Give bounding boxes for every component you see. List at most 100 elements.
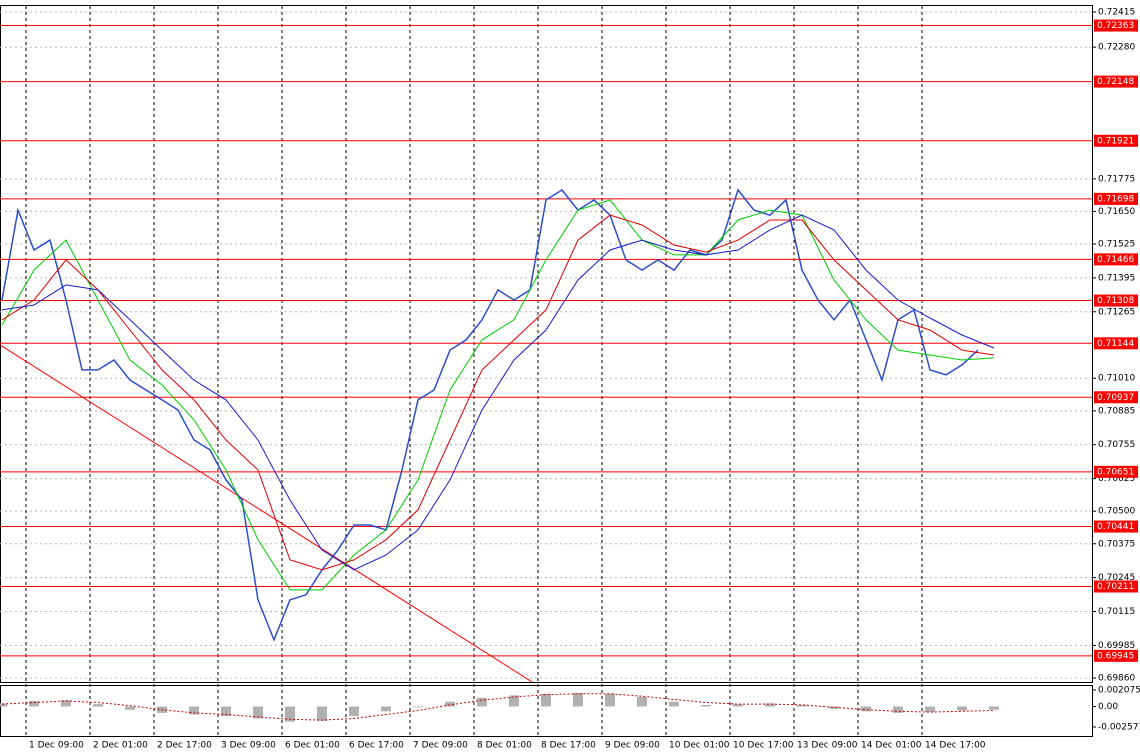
x-tick-label: 2 Dec 17:00 [157, 741, 212, 751]
level-label: 0.70651 [1097, 467, 1134, 477]
level-label-box [1094, 649, 1138, 662]
oscillator-bar [669, 701, 679, 707]
oscillator-bar [349, 706, 359, 717]
level-label: 0.70211 [1097, 582, 1134, 592]
oscillator-bar [701, 704, 711, 707]
oscillator-bar [509, 695, 519, 707]
oscillator-bar [573, 692, 583, 707]
x-tick-label: 10 Dec 01:00 [669, 741, 730, 751]
y-tick-label: 0.72280 [1098, 43, 1135, 53]
y-tick-label: 0.70115 [1098, 607, 1135, 617]
oscillator-bar [125, 706, 135, 710]
signal-line [1, 693, 995, 721]
oscillator-bar [765, 703, 775, 707]
x-tick-label: 6 Dec 01:00 [285, 741, 340, 751]
x-tick-label: 8 Dec 17:00 [541, 741, 596, 751]
oscillator-bar [925, 706, 935, 713]
x-tick-label: 14 Dec 17:00 [925, 741, 986, 751]
oscillator-bar [605, 693, 615, 707]
x-tick-label: 14 Dec 01:00 [861, 741, 922, 751]
level-label-box [1094, 134, 1138, 147]
level-label-box [1094, 465, 1138, 478]
y-tick-label: 0.70625 [1098, 474, 1135, 484]
oscillator-bar [221, 706, 231, 717]
level-label-box [1094, 253, 1138, 266]
level-label: 0.72363 [1097, 21, 1134, 31]
y-tick-label: 0.70755 [1098, 440, 1135, 450]
x-tick-label: 10 Dec 17:00 [733, 741, 794, 751]
y-tick-label: 0.70500 [1098, 507, 1135, 517]
oscillator-bar [893, 706, 903, 713]
level-label-box [1094, 294, 1138, 307]
oscillator-bar [477, 697, 487, 707]
oscillator-bar [93, 704, 103, 707]
x-tick-label: 13 Dec 09:00 [797, 741, 858, 751]
oscillator-bar [253, 706, 263, 719]
oscillator-bar [413, 706, 423, 708]
oscillator-panel-frame [0, 685, 1093, 737]
oscillator-bar [797, 704, 807, 707]
oscillator-bar [61, 700, 71, 707]
level-label: 0.72148 [1097, 77, 1134, 87]
oscillator-bar [445, 701, 455, 707]
level-label-box [1094, 337, 1138, 350]
y-tick-label: 0.71265 [1098, 307, 1135, 317]
x-tick-label: 2 Dec 01:00 [93, 741, 148, 751]
y-tick-label: 0.71650 [1098, 207, 1135, 217]
y-tick-label: 0.71395 [1098, 273, 1135, 283]
x-tick-label: 7 Dec 09:00 [413, 741, 468, 751]
x-tick-label: 8 Dec 01:00 [477, 741, 532, 751]
y-tick-label: 0.71010 [1098, 374, 1135, 384]
oscillator-bar [957, 706, 967, 711]
oscillator-bar [189, 706, 199, 715]
y-tick-label: 0.69860 [1098, 674, 1135, 684]
trendline [0, 344, 533, 683]
level-label-box [1094, 520, 1138, 533]
level-label: 0.70441 [1097, 522, 1134, 532]
oscillator-bar [733, 704, 743, 707]
oscillator-bar [861, 706, 871, 712]
x-tick-label: 1 Dec 09:00 [29, 741, 84, 751]
level-label: 0.71698 [1097, 194, 1134, 204]
oscillator-bar [0, 703, 7, 707]
level-label: 0.71144 [1097, 339, 1134, 349]
y-tick-label: 0.70245 [1098, 573, 1135, 583]
y-tick-label: 0.69985 [1098, 641, 1135, 651]
oscillator-bar [381, 706, 391, 712]
level-label: 0.69945 [1097, 651, 1134, 661]
x-tick-label: 6 Dec 17:00 [349, 741, 404, 751]
oscillator-bar [829, 706, 839, 709]
oscillator-bar [541, 693, 551, 707]
level-label-box [1094, 192, 1138, 205]
y-tick-label: 0.002075 [1098, 686, 1140, 696]
y-tick-label: 0.71525 [1098, 239, 1135, 249]
level-label: 0.71308 [1097, 296, 1134, 306]
level-label-box [1094, 391, 1138, 404]
moving-average [1, 214, 995, 571]
y-tick-label: 0.70885 [1098, 406, 1135, 416]
oscillator-bar [637, 696, 647, 707]
level-label: 0.71466 [1097, 255, 1134, 265]
level-label-box [1094, 580, 1138, 593]
price-line [1, 188, 979, 642]
oscillator-bar [29, 700, 39, 707]
level-label-box [1094, 19, 1138, 32]
y-tick-label: -0.002571 [1098, 723, 1140, 733]
main-panel-frame [0, 5, 1093, 683]
y-tick-label: 0.00 [1098, 702, 1118, 712]
level-label: 0.70937 [1097, 393, 1134, 403]
x-tick-label: 3 Dec 09:00 [221, 741, 276, 751]
moving-average [1, 214, 995, 571]
oscillator-bar [317, 706, 327, 721]
oscillator-bar [285, 706, 295, 722]
level-label: 0.71921 [1097, 136, 1134, 146]
moving-average [1, 199, 995, 591]
y-tick-label: 0.71775 [1098, 174, 1135, 184]
x-tick-label: 9 Dec 09:00 [605, 741, 660, 751]
y-tick-label: 0.70375 [1098, 539, 1135, 549]
oscillator-bar [989, 706, 999, 710]
y-tick-label: 0.72415 [1098, 8, 1135, 18]
level-label-box [1094, 75, 1138, 88]
